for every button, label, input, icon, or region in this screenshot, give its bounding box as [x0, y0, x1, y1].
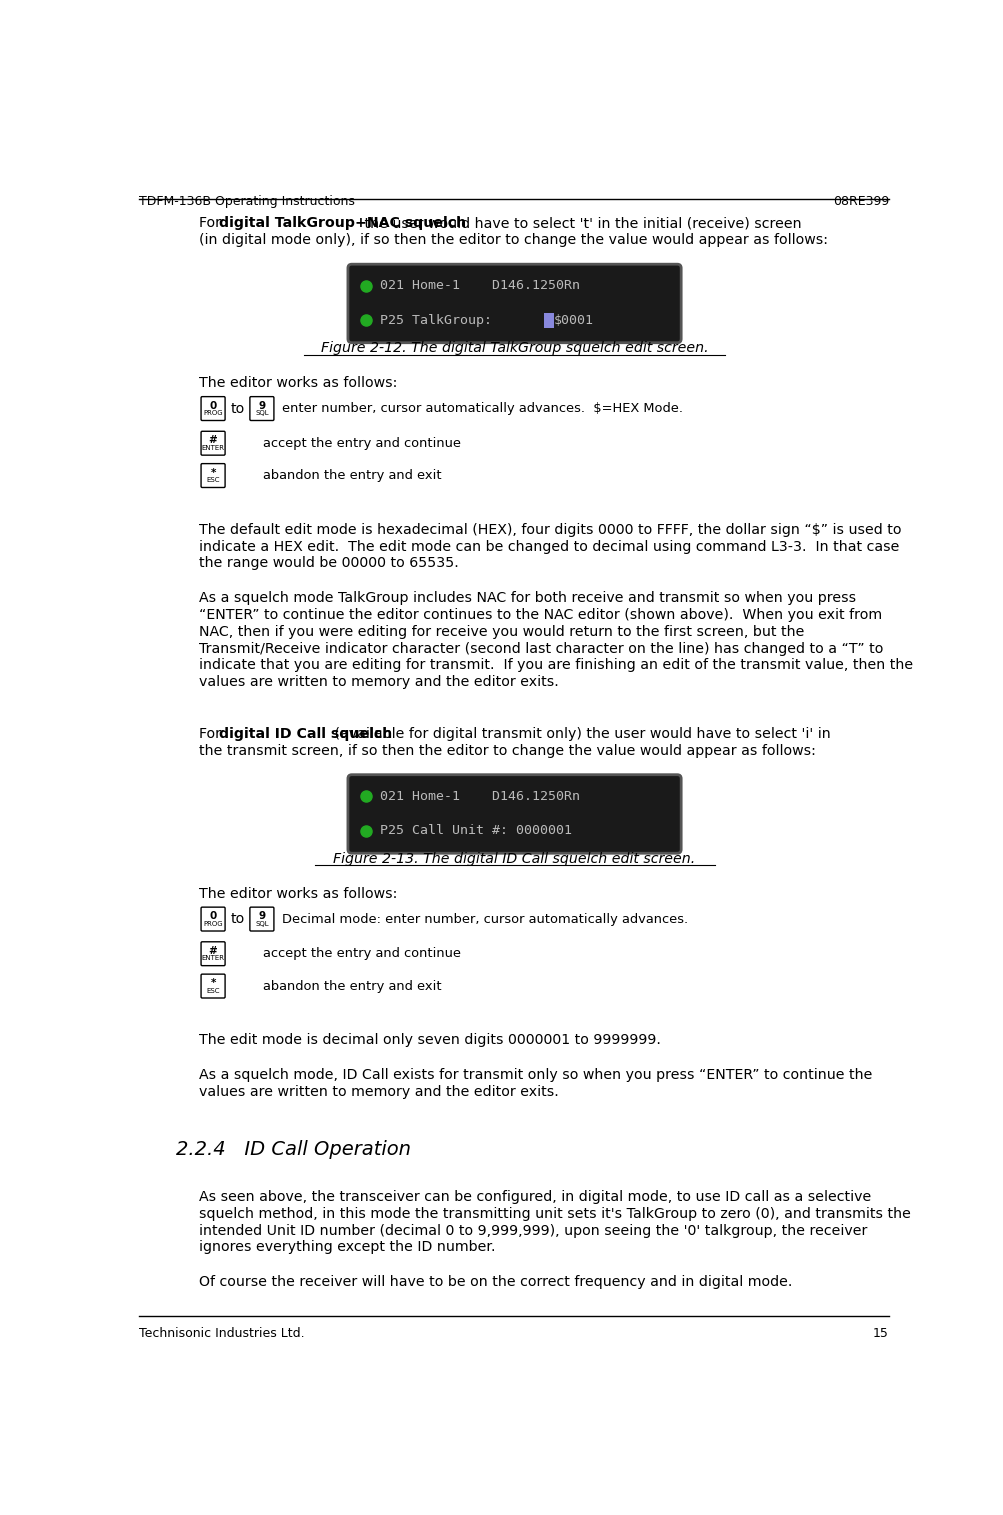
Text: accept the entry and continue: accept the entry and continue: [263, 436, 460, 450]
Text: 0: 0: [210, 400, 217, 411]
Text: to: to: [231, 401, 245, 415]
Text: accept the entry and continue: accept the entry and continue: [263, 947, 460, 961]
Text: For: For: [199, 727, 226, 741]
FancyBboxPatch shape: [201, 432, 225, 454]
Text: TDFM-136B Operating Instructions: TDFM-136B Operating Instructions: [139, 195, 355, 208]
Text: values are written to memory and the editor exits.: values are written to memory and the edi…: [199, 1085, 559, 1098]
FancyBboxPatch shape: [250, 907, 274, 932]
Text: Figure 2-13. The digital ID Call squelch edit screen.: Figure 2-13. The digital ID Call squelch…: [333, 851, 695, 865]
Text: enter number, cursor automatically advances.  $=HEX Mode.: enter number, cursor automatically advan…: [282, 401, 682, 415]
Text: PROG: PROG: [203, 921, 223, 927]
Text: abandon the entry and exit: abandon the entry and exit: [263, 470, 441, 482]
Text: squelch method, in this mode the transmitting unit sets it's TalkGroup to zero (: squelch method, in this mode the transmi…: [199, 1207, 910, 1221]
Text: 021 Home-1    D146.1250Rn: 021 Home-1 D146.1250Rn: [379, 279, 579, 292]
Text: Technisonic Industries Ltd.: Technisonic Industries Ltd.: [139, 1327, 305, 1339]
Text: ignores everything except the ID number.: ignores everything except the ID number.: [199, 1241, 495, 1254]
FancyBboxPatch shape: [201, 397, 225, 421]
FancyBboxPatch shape: [544, 312, 553, 329]
FancyBboxPatch shape: [201, 974, 225, 998]
FancyBboxPatch shape: [348, 774, 680, 853]
Text: The editor works as follows:: The editor works as follows:: [199, 886, 397, 900]
Text: 2.2.4   ID Call Operation: 2.2.4 ID Call Operation: [176, 1139, 410, 1159]
Text: ENTER: ENTER: [202, 956, 225, 962]
Text: ESC: ESC: [207, 988, 220, 994]
Text: Transmit/Receive indicator character (second last character on the line) has cha: Transmit/Receive indicator character (se…: [199, 641, 883, 656]
Text: $0001: $0001: [553, 314, 593, 327]
Text: ENTER: ENTER: [202, 445, 225, 451]
Text: 9: 9: [258, 911, 265, 921]
Text: Figure 2-12. The digital TalkGroup squelch edit screen.: Figure 2-12. The digital TalkGroup squel…: [320, 341, 708, 355]
Text: digital TalkGroup+NAC squelch: digital TalkGroup+NAC squelch: [219, 217, 465, 230]
Text: #: #: [209, 435, 218, 445]
Text: The editor works as follows:: The editor works as follows:: [199, 376, 397, 389]
FancyBboxPatch shape: [348, 264, 680, 342]
Text: 0: 0: [210, 911, 217, 921]
Text: 9: 9: [258, 400, 265, 411]
Text: abandon the entry and exit: abandon the entry and exit: [263, 980, 441, 992]
FancyBboxPatch shape: [250, 397, 274, 421]
Text: #: #: [209, 945, 218, 956]
Text: (available for digital transmit only) the user would have to select 'i' in: (available for digital transmit only) th…: [330, 727, 830, 741]
Text: indicate that you are editing for transmit.  If you are finishing an edit of the: indicate that you are editing for transm…: [199, 659, 913, 673]
Text: As a squelch mode, ID Call exists for transmit only so when you press “ENTER” to: As a squelch mode, ID Call exists for tr…: [199, 1068, 872, 1082]
Text: Decimal mode: enter number, cursor automatically advances.: Decimal mode: enter number, cursor autom…: [282, 912, 687, 926]
Text: values are written to memory and the editor exits.: values are written to memory and the edi…: [199, 676, 559, 689]
Text: ESC: ESC: [207, 477, 220, 483]
Text: *: *: [211, 468, 216, 477]
Text: the user would have to select 't' in the initial (receive) screen: the user would have to select 't' in the…: [359, 217, 800, 230]
Text: NAC, then if you were editing for receive you would return to the first screen, : NAC, then if you were editing for receiv…: [199, 624, 803, 639]
Text: The default edit mode is hexadecimal (HEX), four digits 0000 to FFFF, the dollar: The default edit mode is hexadecimal (HE…: [199, 523, 901, 536]
Text: (in digital mode only), if so then the editor to change the value would appear a: (in digital mode only), if so then the e…: [199, 233, 827, 247]
Text: indicate a HEX edit.  The edit mode can be changed to decimal using command L3-3: indicate a HEX edit. The edit mode can b…: [199, 539, 899, 553]
Text: Of course the receiver will have to be on the correct frequency and in digital m: Of course the receiver will have to be o…: [199, 1276, 791, 1289]
Text: SQL: SQL: [255, 411, 269, 417]
Text: For: For: [199, 217, 226, 230]
Text: SQL: SQL: [255, 921, 269, 927]
Text: “ENTER” to continue the editor continues to the NAC editor (shown above).  When : “ENTER” to continue the editor continues…: [199, 608, 882, 623]
Text: P25 TalkGroup:: P25 TalkGroup:: [379, 314, 532, 327]
Text: PROG: PROG: [203, 411, 223, 417]
Text: As a squelch mode TalkGroup includes NAC for both receive and transmit so when y: As a squelch mode TalkGroup includes NAC…: [199, 591, 856, 604]
Text: As seen above, the transceiver can be configured, in digital mode, to use ID cal: As seen above, the transceiver can be co…: [199, 1191, 871, 1204]
FancyBboxPatch shape: [201, 907, 225, 932]
Text: the transmit screen, if so then the editor to change the value would appear as f: the transmit screen, if so then the edit…: [199, 744, 815, 758]
Text: to: to: [231, 912, 245, 926]
Text: 15: 15: [873, 1327, 888, 1339]
Text: intended Unit ID number (decimal 0 to 9,999,999), upon seeing the '0' talkgroup,: intended Unit ID number (decimal 0 to 9,…: [199, 1224, 867, 1238]
Text: 021 Home-1    D146.1250Rn: 021 Home-1 D146.1250Rn: [379, 789, 579, 803]
Text: the range would be 00000 to 65535.: the range would be 00000 to 65535.: [199, 556, 458, 571]
Text: The edit mode is decimal only seven digits 0000001 to 9999999.: The edit mode is decimal only seven digi…: [199, 1033, 660, 1047]
FancyBboxPatch shape: [201, 942, 225, 965]
Text: digital ID Call squelch: digital ID Call squelch: [219, 727, 391, 741]
Text: *: *: [211, 979, 216, 988]
Text: P25 Call Unit #: 0000001: P25 Call Unit #: 0000001: [379, 824, 571, 838]
FancyBboxPatch shape: [201, 464, 225, 488]
Text: 08RE399: 08RE399: [831, 195, 888, 208]
